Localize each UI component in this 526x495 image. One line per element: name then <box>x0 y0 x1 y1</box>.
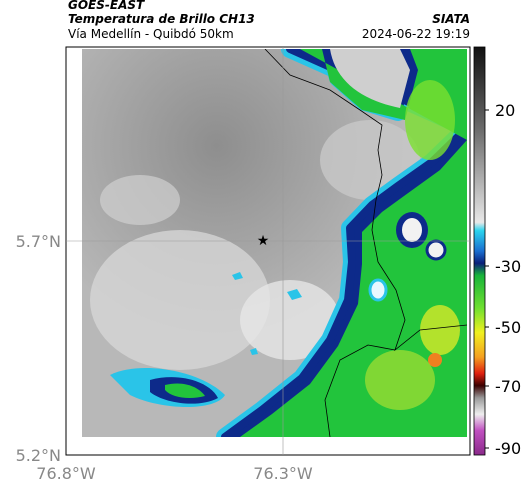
lon-label: 76.8°W <box>36 464 96 483</box>
source: SIATA <box>432 12 470 26</box>
colorbar-tick-label: -30 <box>495 257 521 276</box>
colorbar-tick-label: 20 <box>495 101 515 120</box>
lon-label: 76.3°W <box>253 464 313 483</box>
colorbar-tick-label: -50 <box>495 318 521 337</box>
colorbar-tick-label: -70 <box>495 377 521 396</box>
colorbar-tick-label: -90 <box>495 439 521 458</box>
lat-label: 5.2°N <box>16 446 61 465</box>
title: Temperatura de Brillo CH13 <box>68 12 255 26</box>
datetime: 2024-06-22 19:19 <box>362 27 470 41</box>
lat-label: 5.7°N <box>16 232 61 251</box>
satellite-image <box>82 49 467 437</box>
product: GOES-EAST <box>68 0 145 12</box>
colorbar <box>473 46 486 456</box>
location-marker: ★ <box>257 233 270 249</box>
subtitle: Vía Medellín - Quibdó 50km <box>68 27 234 41</box>
